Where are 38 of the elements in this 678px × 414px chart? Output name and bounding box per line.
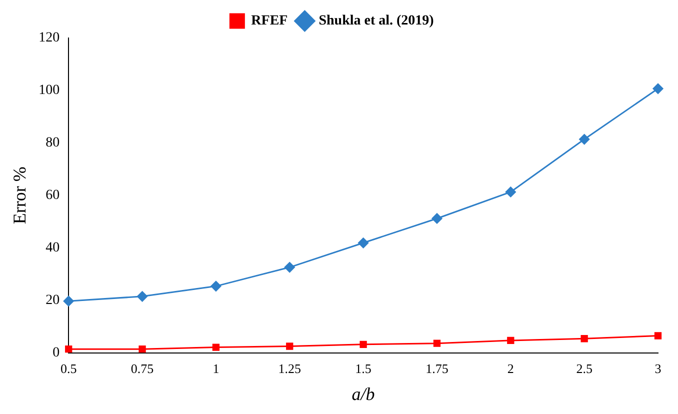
point: [137, 291, 148, 302]
point: [284, 262, 295, 273]
point: [65, 346, 72, 353]
point: [505, 186, 516, 198]
legend-label: RFEF: [251, 14, 288, 29]
point: [358, 238, 369, 248]
legend-label: Shukla et al. (2019): [318, 14, 434, 29]
point: [652, 83, 664, 94]
point: [579, 134, 590, 145]
x-tick-label: 0.75: [130, 361, 154, 376]
y-tick-label: 120: [38, 30, 60, 46]
y-tick-label: 60: [46, 188, 60, 204]
x-tick-label: 1.75: [426, 361, 448, 376]
point: [507, 336, 514, 344]
x-axis-title: a/b: [352, 384, 375, 404]
point: [654, 332, 662, 340]
point: [212, 344, 220, 351]
point: [580, 335, 588, 342]
x-tick-label: 1.5: [355, 361, 372, 376]
x-tick-label: 1: [212, 361, 220, 376]
x-tick-label: 1.25: [278, 361, 301, 376]
point: [433, 340, 441, 347]
point: [63, 296, 74, 306]
point: [138, 346, 146, 353]
y-tick-label: 100: [38, 83, 60, 98]
point: [360, 340, 367, 348]
x-tick-label: 0.5: [60, 361, 77, 376]
point: [286, 342, 294, 350]
x-tick-label: 2: [507, 361, 514, 376]
y-tick-label: 20: [46, 293, 60, 308]
y-tick-label: 0: [52, 345, 60, 360]
y-axis-title: Error %: [10, 166, 30, 224]
point: [432, 213, 442, 224]
y-tick-label: 80: [46, 136, 60, 151]
point: [210, 280, 222, 292]
x-tick-label: 2.5: [576, 361, 592, 376]
x-tick-label: 3: [654, 361, 662, 376]
y-tick-label: 40: [46, 240, 60, 256]
